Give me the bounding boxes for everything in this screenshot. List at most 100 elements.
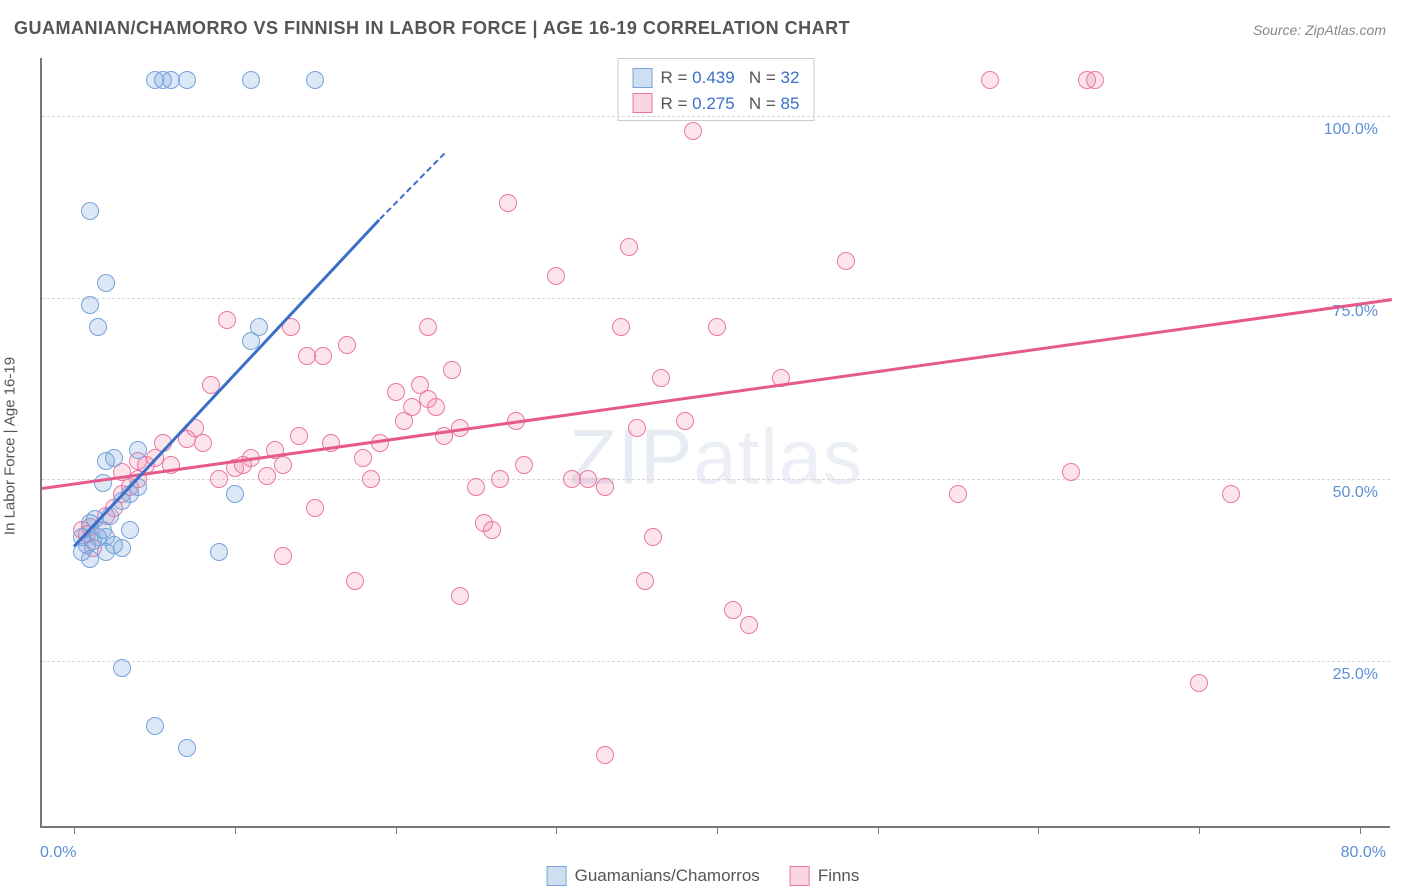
scatter-point	[146, 717, 164, 735]
scatter-point	[346, 572, 364, 590]
scatter-point	[981, 71, 999, 89]
scatter-point	[89, 318, 107, 336]
scatter-point	[483, 521, 501, 539]
gridline	[42, 661, 1390, 662]
scatter-point	[242, 71, 260, 89]
scatter-point	[427, 398, 445, 416]
source-attribution: Source: ZipAtlas.com	[1253, 22, 1386, 38]
scatter-point	[113, 659, 131, 677]
scatter-point	[210, 470, 228, 488]
scatter-point	[354, 449, 372, 467]
chart-area: ZIPatlas R = 0.439 N = 32 R = 0.275 N = …	[40, 58, 1390, 828]
scatter-point	[258, 467, 276, 485]
series-legend: Guamanians/Chamorros Finns	[547, 866, 860, 886]
scatter-point	[226, 485, 244, 503]
scatter-point	[105, 449, 123, 467]
scatter-point	[837, 252, 855, 270]
x-tick	[878, 826, 879, 834]
scatter-point	[467, 478, 485, 496]
x-tick	[74, 826, 75, 834]
scatter-point	[387, 383, 405, 401]
legend-label: Guamanians/Chamorros	[575, 866, 760, 886]
x-tick	[1199, 826, 1200, 834]
x-tick	[235, 826, 236, 834]
scatter-point	[1222, 485, 1240, 503]
scatter-point	[515, 456, 533, 474]
legend-text: R = 0.439 N = 32	[661, 65, 800, 91]
legend-item: Finns	[790, 866, 860, 886]
swatch-icon	[790, 866, 810, 886]
x-tick	[556, 826, 557, 834]
watermark-light: atlas	[693, 413, 863, 501]
correlation-legend: R = 0.439 N = 32 R = 0.275 N = 85	[618, 58, 815, 121]
scatter-point	[724, 601, 742, 619]
scatter-point	[81, 202, 99, 220]
swatch-icon	[633, 68, 653, 88]
chart-title: GUAMANIAN/CHAMORRO VS FINNISH IN LABOR F…	[14, 18, 850, 39]
swatch-icon	[547, 866, 567, 886]
legend-text: R = 0.275 N = 85	[661, 91, 800, 117]
scatter-point	[129, 441, 147, 459]
x-tick	[717, 826, 718, 834]
scatter-point	[81, 296, 99, 314]
scatter-point	[443, 361, 461, 379]
scatter-point	[628, 419, 646, 437]
y-tick-label: 25.0%	[1333, 666, 1378, 684]
y-tick-label: 50.0%	[1333, 484, 1378, 502]
scatter-point	[708, 318, 726, 336]
swatch-icon	[633, 93, 653, 113]
scatter-point	[194, 434, 212, 452]
trend-line	[379, 153, 445, 220]
scatter-point	[97, 274, 115, 292]
scatter-point	[218, 311, 236, 329]
scatter-point	[121, 521, 139, 539]
x-tick	[396, 826, 397, 834]
scatter-point	[306, 71, 324, 89]
scatter-point	[676, 412, 694, 430]
x-tick	[1360, 826, 1361, 834]
plot-region: ZIPatlas R = 0.439 N = 32 R = 0.275 N = …	[40, 58, 1390, 828]
y-axis-label: In Labor Force | Age 16-19	[2, 357, 19, 535]
scatter-point	[178, 739, 196, 757]
scatter-point	[620, 238, 638, 256]
scatter-point	[612, 318, 630, 336]
scatter-point	[596, 478, 614, 496]
legend-row: R = 0.275 N = 85	[633, 91, 800, 117]
scatter-point	[154, 71, 172, 89]
scatter-point	[306, 499, 324, 517]
gridline	[42, 479, 1390, 480]
scatter-point	[250, 318, 268, 336]
scatter-point	[290, 427, 308, 445]
scatter-point	[274, 456, 292, 474]
scatter-point	[451, 587, 469, 605]
scatter-point	[338, 336, 356, 354]
scatter-point	[652, 369, 670, 387]
scatter-point	[362, 470, 380, 488]
scatter-point	[1086, 71, 1104, 89]
scatter-point	[314, 347, 332, 365]
scatter-point	[499, 194, 517, 212]
scatter-point	[949, 485, 967, 503]
y-tick-label: 100.0%	[1324, 121, 1378, 139]
scatter-point	[113, 539, 131, 557]
scatter-point	[1062, 463, 1080, 481]
legend-row: R = 0.439 N = 32	[633, 65, 800, 91]
scatter-point	[644, 528, 662, 546]
scatter-point	[274, 547, 292, 565]
scatter-point	[178, 71, 196, 89]
scatter-point	[547, 267, 565, 285]
scatter-point	[636, 572, 654, 590]
scatter-point	[740, 616, 758, 634]
legend-item: Guamanians/Chamorros	[547, 866, 760, 886]
gridline	[42, 298, 1390, 299]
scatter-point	[1190, 674, 1208, 692]
scatter-point	[419, 318, 437, 336]
gridline	[42, 116, 1390, 117]
x-tick	[1038, 826, 1039, 834]
scatter-point	[684, 122, 702, 140]
x-tick-label: 0.0%	[40, 844, 76, 862]
scatter-point	[210, 543, 228, 561]
legend-label: Finns	[818, 866, 860, 886]
x-tick-label: 80.0%	[1341, 844, 1386, 862]
scatter-point	[596, 746, 614, 764]
